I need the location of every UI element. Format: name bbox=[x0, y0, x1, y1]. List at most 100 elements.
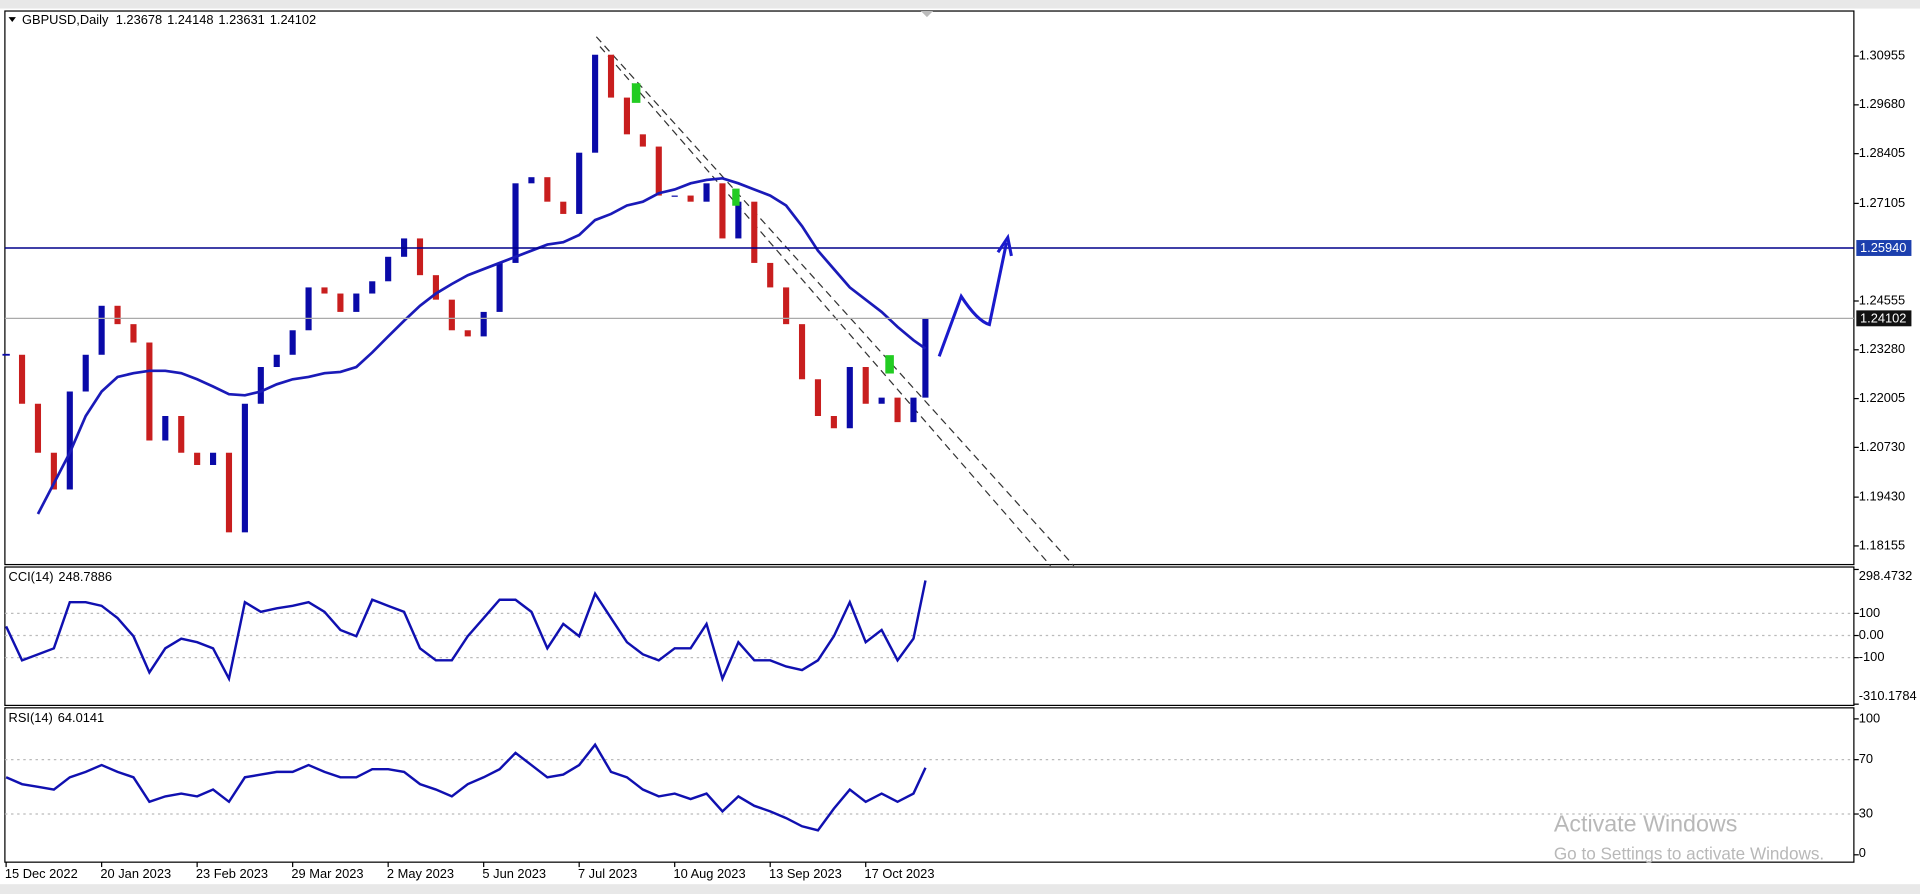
header-arrow bbox=[8, 17, 16, 23]
candle bbox=[50, 452, 57, 490]
candle bbox=[560, 201, 567, 214]
candle bbox=[512, 183, 519, 263]
candle bbox=[162, 416, 169, 441]
y-tick-label: 1.23280 bbox=[1859, 341, 1905, 356]
current-price-box bbox=[1856, 310, 1912, 327]
y-tick-label: 1.20730 bbox=[1859, 439, 1905, 454]
candle bbox=[130, 324, 137, 343]
candle bbox=[830, 416, 837, 429]
indicator-name: RSI(14) bbox=[9, 710, 53, 725]
ohlc-value: 1.24148 bbox=[167, 12, 213, 27]
candle bbox=[607, 54, 615, 98]
bottom-tab-strip bbox=[0, 884, 1920, 894]
candle bbox=[66, 391, 73, 490]
y-tick-label: 30 bbox=[1859, 805, 1873, 820]
x-tick-label: 10 Aug 2023 bbox=[673, 866, 745, 881]
candle bbox=[576, 152, 583, 214]
signal-marker bbox=[732, 188, 740, 206]
y-tick-label: 1.24555 bbox=[1859, 292, 1905, 307]
candle bbox=[592, 54, 599, 153]
candle bbox=[671, 195, 678, 197]
indicator-value: 64.0141 bbox=[58, 710, 104, 725]
ohlc-value: 1.24102 bbox=[270, 12, 316, 27]
candle bbox=[894, 397, 901, 423]
x-tick-label: 20 Jan 2023 bbox=[100, 866, 171, 881]
candle bbox=[798, 324, 806, 380]
candle bbox=[146, 342, 153, 441]
signal-marker bbox=[885, 355, 894, 374]
x-tick-label: 29 Mar 2023 bbox=[291, 866, 363, 881]
candle bbox=[305, 287, 312, 331]
level-label-box bbox=[1856, 240, 1912, 256]
x-tick-label: 7 Jul 2023 bbox=[578, 866, 637, 881]
candle bbox=[735, 201, 742, 239]
candle bbox=[922, 318, 929, 398]
candle bbox=[416, 238, 424, 276]
y-tick-label: 70 bbox=[1859, 751, 1873, 766]
candle bbox=[82, 354, 89, 392]
candle bbox=[114, 305, 121, 325]
candle bbox=[878, 397, 885, 404]
rsi-pane bbox=[4, 707, 1855, 863]
x-tick-label: 13 Sep 2023 bbox=[769, 866, 842, 881]
candle bbox=[178, 416, 185, 453]
trend-channel-upper bbox=[595, 36, 1075, 567]
candle bbox=[544, 177, 551, 202]
candle bbox=[18, 354, 26, 404]
candle bbox=[273, 354, 280, 368]
candle bbox=[448, 299, 455, 331]
candle bbox=[814, 379, 822, 417]
projection-arrow bbox=[937, 242, 1009, 357]
x-tick-label: 5 Jun 2023 bbox=[482, 866, 546, 881]
y-tick-label: 1.18155 bbox=[1859, 537, 1905, 552]
candle bbox=[862, 367, 869, 404]
y-tick-label: 100 bbox=[1859, 710, 1880, 725]
y-tick-label: 100 bbox=[1859, 605, 1880, 620]
indicator-header: CCI(14) 248.7886 bbox=[9, 569, 112, 584]
candle bbox=[98, 305, 105, 355]
y-tick-label: -100 bbox=[1859, 649, 1885, 664]
candle bbox=[369, 281, 376, 294]
candle bbox=[783, 287, 790, 325]
trend-channel-lower bbox=[599, 46, 1052, 567]
y-tick-label: 0.00 bbox=[1859, 627, 1884, 642]
indicator-line bbox=[5, 580, 927, 683]
y-tick-label: 1.19430 bbox=[1859, 489, 1905, 504]
y-tick-label: -310.1784 bbox=[1859, 688, 1917, 703]
candle bbox=[910, 397, 917, 423]
y-tick-label: 1.27105 bbox=[1859, 195, 1905, 210]
candle bbox=[655, 146, 662, 196]
y-tick-label: 1.22005 bbox=[1859, 390, 1905, 405]
candle bbox=[496, 262, 503, 312]
candle bbox=[385, 256, 392, 282]
top-tab-strip bbox=[0, 0, 1920, 9]
cci-pane bbox=[4, 566, 1855, 707]
candle bbox=[321, 287, 328, 294]
y-tick-label: 298.4732 bbox=[1859, 568, 1913, 583]
y-tick-label: 1.29680 bbox=[1859, 96, 1905, 111]
candle bbox=[719, 183, 726, 239]
moving-average bbox=[36, 176, 927, 515]
level-label: 1.25940 bbox=[1860, 240, 1906, 255]
candle bbox=[480, 311, 487, 337]
candle bbox=[464, 330, 471, 337]
indicator-line bbox=[5, 742, 927, 832]
current-price-label: 1.24102 bbox=[1860, 310, 1906, 325]
x-tick-label: 2 May 2023 bbox=[387, 866, 454, 881]
candle bbox=[687, 195, 694, 202]
candle bbox=[353, 293, 360, 312]
watermark-subtitle: Go to Settings to activate Windows. bbox=[1554, 843, 1824, 863]
y-tick-label: 1.28405 bbox=[1859, 145, 1905, 160]
plot-layer: 1.30955 1.29680 1.28405 1.27105 1.24555 1.232… bbox=[2, 12, 1917, 881]
projection-arrowhead bbox=[996, 233, 1013, 257]
symbol: GBPUSD,Daily bbox=[22, 12, 109, 27]
candle bbox=[241, 403, 248, 533]
y-tick-label: 1.30955 bbox=[1859, 47, 1905, 62]
candle bbox=[432, 275, 439, 300]
chart-header: GBPUSD,Daily 1.23678 1.24148 1.23631 1.24102 bbox=[22, 12, 316, 27]
candle bbox=[210, 452, 217, 465]
candle bbox=[528, 177, 535, 184]
shift-marker bbox=[920, 11, 934, 18]
